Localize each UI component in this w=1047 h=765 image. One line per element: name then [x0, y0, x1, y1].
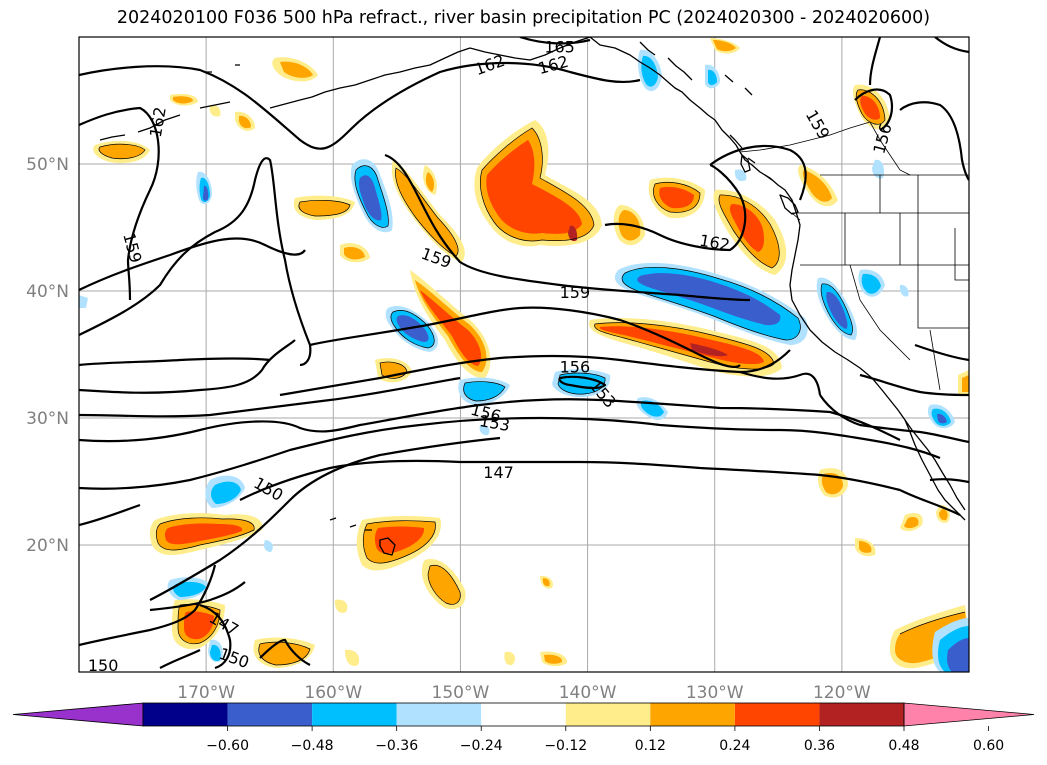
colorbar-swatch: [565, 703, 651, 726]
colorbar-tick-label: −0.36: [375, 738, 418, 754]
lon-tick-label: 160°W: [304, 683, 362, 703]
colorbar: −0.60 −0.48 −0.36 −0.24 −0.12 0.12 0.24 0.36 0.4…: [12, 702, 1035, 754]
lat-tick-label: 40°N: [26, 282, 69, 302]
colorbar-swatch: [396, 703, 482, 726]
colorbar-swatch: [227, 703, 313, 726]
colorbar-swatch: [734, 703, 820, 726]
precip-036-layer: [164, 95, 880, 640]
colorbar-extend-low: [12, 702, 144, 727]
lat-tick-label: 50°N: [26, 155, 69, 175]
colorbar-swatch: [650, 703, 735, 726]
colorbar-tick-label: 0.48: [888, 738, 919, 754]
borders: [739, 121, 969, 391]
longitude-labels: 170°W 160°W 150°W 140°W 130°W 120°W: [177, 683, 871, 703]
contour-label: 156: [560, 358, 591, 377]
colorbar-extend-high: [903, 702, 1035, 727]
lon-tick-label: 120°W: [813, 683, 871, 703]
precip-neg036-layer: [203, 175, 969, 672]
colorbar-swatch: [819, 703, 904, 726]
colorbar-swatch: [143, 703, 228, 726]
colorbar-swatch: [312, 703, 397, 726]
map-title: 2024020100 F036 500 hPa refract., river …: [116, 8, 931, 28]
lat-tick-label: 30°N: [26, 409, 69, 429]
lon-tick-label: 130°W: [686, 683, 744, 703]
colorbar-tick-label: 0.36: [804, 738, 835, 754]
colorbar-tick-label: 0.12: [635, 738, 666, 754]
lon-tick-label: 170°W: [177, 683, 235, 703]
colorbar-tick-label: 0.24: [719, 738, 750, 754]
colorbar-tick-label: −0.12: [544, 738, 587, 754]
lon-tick-label: 140°W: [559, 683, 617, 703]
colorbar-frame: [142, 702, 905, 727]
lon-tick-label: 150°W: [432, 683, 490, 703]
map-frame: [78, 36, 970, 673]
coastlines: [99, 37, 966, 556]
colorbar-tick-label: −0.60: [206, 738, 249, 754]
colorbar-tick-label: −0.24: [460, 738, 503, 754]
precip-048-layer: [568, 225, 728, 357]
contour-label: 147: [483, 463, 514, 482]
contour-label: 165: [544, 38, 575, 57]
latitude-labels: 50°N 40°N 30°N 20°N: [26, 155, 69, 556]
contour-label: 150: [88, 656, 119, 675]
colorbar-tick-label: 0.60: [973, 738, 1004, 754]
colorbar-tick-label: −0.48: [291, 738, 334, 754]
contour-label: 159: [560, 283, 591, 302]
contour-lines: [79, 37, 969, 670]
lat-tick-label: 20°N: [26, 536, 69, 556]
colorbar-swatch: [481, 703, 566, 726]
precipitation-fill: [79, 38, 969, 672]
